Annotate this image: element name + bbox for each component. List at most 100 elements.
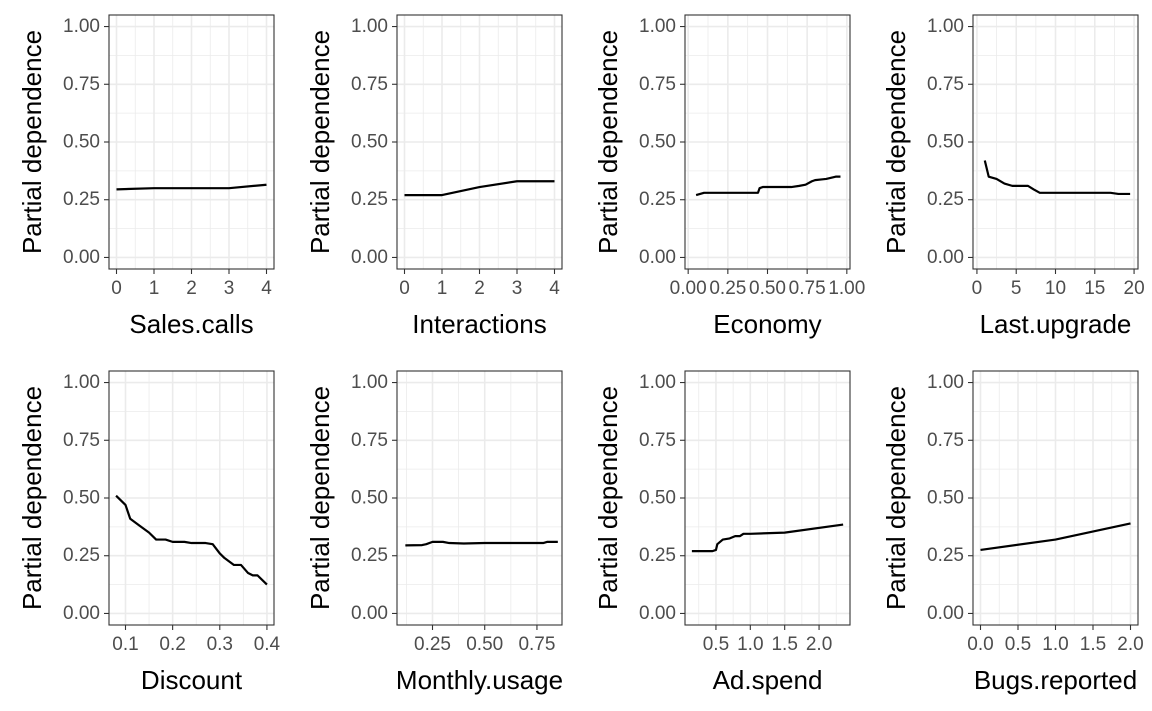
panel-1: 0.00 0.25 0.50 0.75 1.00 0 1 2 3 4 Sales.calls Part… — [17, 14, 275, 339]
x-tick-label: 4 — [261, 278, 272, 299]
panel-5: 0.00 0.25 0.50 0.75 1.00 0.1 0.2 0.3 0.4 Discount… — [17, 370, 281, 695]
x-tick-label: 2.0 — [1117, 634, 1143, 655]
y-tick-label: 1.00 — [927, 372, 964, 393]
x-tick-label: 3 — [512, 278, 523, 299]
y-tick-label: 0.00 — [351, 247, 388, 268]
x-tick-label: 0.75 — [789, 278, 826, 299]
x-tick-label: 0 — [399, 278, 410, 299]
panel-4: 0.00 0.25 0.50 0.75 1.00 0 5 10 15 20 Last.upgrade… — [881, 14, 1145, 339]
x-tick-label: 0.5 — [703, 634, 729, 655]
x-axis-title: Interactions — [412, 309, 546, 339]
y-tick-label: 1.00 — [63, 372, 100, 393]
y-tick-label: 1.00 — [927, 16, 964, 37]
y-axis-title: Partial dependence — [881, 30, 911, 254]
y-tick-label: 0.50 — [63, 488, 100, 509]
y-tick-label: 0.50 — [351, 132, 388, 153]
y-axis-title: Partial dependence — [881, 386, 911, 610]
x-tick-label: 1 — [437, 278, 448, 299]
x-tick-label: 0.2 — [159, 634, 185, 655]
y-axis-title: Partial dependence — [593, 30, 623, 254]
x-tick-label: 10 — [1045, 278, 1066, 299]
pd-series-line — [404, 180, 555, 197]
pd-series-line — [115, 494, 268, 586]
x-tick-label: 0.5 — [1005, 634, 1031, 655]
x-axis-title: Bugs.reported — [974, 665, 1137, 695]
y-tick-label: 0.25 — [63, 545, 100, 566]
x-tick-label: 0.0 — [967, 634, 993, 655]
y-axis-title: Partial dependence — [593, 386, 623, 610]
y-tick-label: 0.00 — [639, 247, 676, 268]
x-axis-title: Sales.calls — [129, 309, 253, 339]
x-tick-label: 1.0 — [737, 634, 763, 655]
y-tick-label: 0.50 — [351, 488, 388, 509]
x-tick-label: 15 — [1084, 278, 1105, 299]
pd-series-line — [980, 522, 1131, 552]
x-tick-label: 0.00 — [670, 278, 707, 299]
y-tick-label: 0.75 — [927, 74, 964, 95]
y-axis-title: Partial dependence — [17, 386, 47, 610]
y-tick-label: 0.50 — [927, 488, 964, 509]
x-tick-label: 1 — [149, 278, 160, 299]
x-tick-label: 0.50 — [466, 634, 503, 655]
y-tick-label: 1.00 — [639, 16, 676, 37]
x-tick-label: 0 — [111, 278, 122, 299]
x-tick-label: 1.5 — [771, 634, 797, 655]
y-tick-label: 0.75 — [927, 430, 964, 451]
y-tick-label: 0.25 — [63, 189, 100, 210]
y-tick-label: 0.50 — [639, 132, 676, 153]
x-tick-label: 0.4 — [254, 634, 281, 655]
y-tick-label: 0.75 — [639, 74, 676, 95]
y-tick-label: 1.00 — [63, 16, 100, 37]
y-tick-label: 0.75 — [351, 74, 388, 95]
y-tick-label: 0.25 — [351, 189, 388, 210]
y-tick-label: 1.00 — [639, 372, 676, 393]
y-tick-label: 1.00 — [351, 372, 388, 393]
x-tick-label: 5 — [1011, 278, 1022, 299]
y-axis-title: Partial dependence — [305, 30, 335, 254]
y-tick-label: 0.25 — [927, 189, 964, 210]
y-tick-label: 0.25 — [927, 545, 964, 566]
y-tick-label: 0.75 — [63, 430, 100, 451]
panel-6: 0.00 0.25 0.50 0.75 1.00 0.25 0.50 0.75 Monthly.… — [305, 370, 563, 695]
pd-series-line — [695, 175, 841, 197]
panel-8: 0.00 0.25 0.50 0.75 1.00 0.0 0.5 1.0 1.5 2.0 Bugs.… — [881, 370, 1144, 695]
x-tick-label: 0.3 — [207, 634, 233, 655]
y-tick-label: 1.00 — [351, 16, 388, 37]
x-axis-title: Ad.spend — [713, 665, 823, 695]
x-axis-title: Discount — [141, 665, 243, 695]
pd-series-line — [691, 523, 844, 553]
x-tick-label: 3 — [224, 278, 235, 299]
x-tick-label: 2.0 — [806, 634, 832, 655]
x-tick-label: 0.50 — [749, 278, 786, 299]
y-tick-label: 0.50 — [639, 488, 676, 509]
y-tick-label: 0.00 — [351, 603, 388, 624]
panel-3: 0.000.250.500.751.000.00 0.25 0.50 0.75 1.00… — [593, 14, 865, 339]
y-tick-label: 0.75 — [351, 430, 388, 451]
y-tick-label: 0.00 — [63, 247, 100, 268]
y-tick-label: 0.50 — [927, 132, 964, 153]
x-tick-label: 0 — [972, 278, 983, 299]
y-axis-title: Partial dependence — [17, 30, 47, 254]
y-tick-label: 0.00 — [927, 247, 964, 268]
x-tick-label: 20 — [1124, 278, 1145, 299]
y-tick-label: 0.00 — [927, 603, 964, 624]
x-axis-title: Monthly.usage — [396, 665, 563, 695]
pd-series-line — [116, 183, 267, 191]
x-tick-label: 0.25 — [709, 278, 746, 299]
x-tick-label: 0.75 — [518, 634, 555, 655]
y-tick-label: 0.25 — [639, 189, 676, 210]
x-tick-label: 0.25 — [414, 634, 451, 655]
pd-series-line — [983, 160, 1131, 196]
y-tick-label: 0.75 — [63, 74, 100, 95]
y-tick-label: 0.00 — [639, 603, 676, 624]
y-tick-label: 0.25 — [639, 545, 676, 566]
y-axis-title: Partial dependence — [305, 386, 335, 610]
x-tick-label: 0.1 — [112, 634, 138, 655]
x-tick-label: 1.0 — [1042, 634, 1068, 655]
x-tick-label: 1.5 — [1080, 634, 1106, 655]
x-axis-title: Last.upgrade — [980, 309, 1132, 339]
x-tick-label: 4 — [549, 278, 560, 299]
y-tick-label: 0.00 — [63, 603, 100, 624]
y-tick-label: 0.25 — [351, 545, 388, 566]
